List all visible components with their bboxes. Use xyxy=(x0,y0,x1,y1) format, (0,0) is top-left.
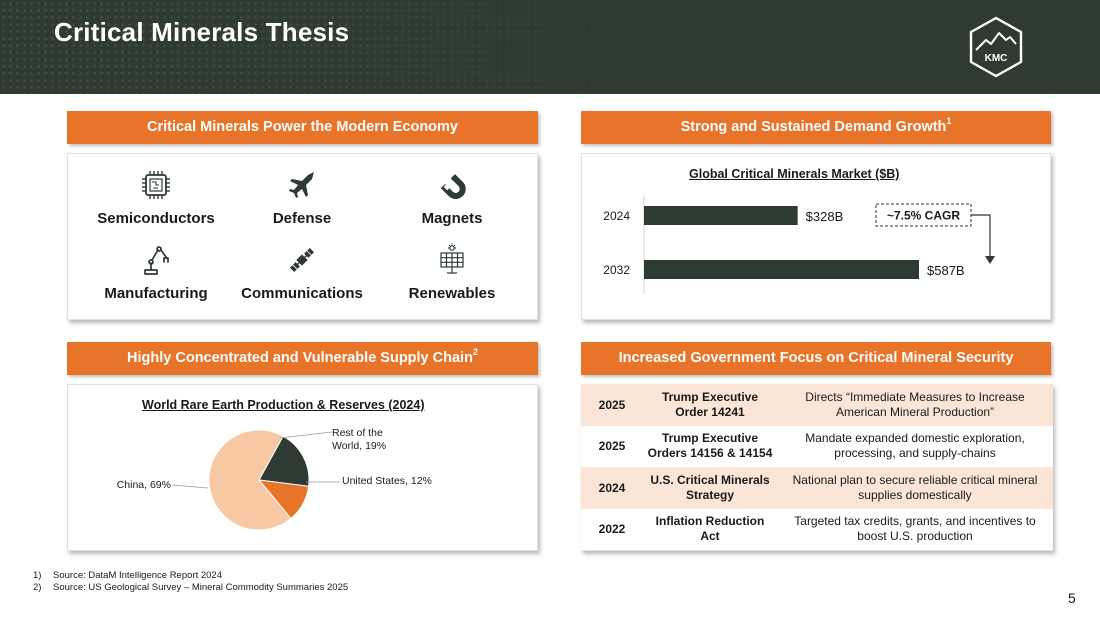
fighter-jet-icon xyxy=(289,172,314,198)
table-row: 2024 U.S. Critical Minerals Strategy Nat… xyxy=(581,467,1053,509)
economy-item-label: Communications xyxy=(241,285,363,302)
table-row: 2025 Trump Executive Orders 14156 & 1415… xyxy=(581,425,1053,467)
economy-item-label: Manufacturing xyxy=(104,285,208,302)
bar-data-label: $587B xyxy=(927,263,965,278)
government-table: 2025 Trump Executive Order 14241 Directs… xyxy=(581,384,1053,550)
row-description: Directs “Immediate Measures to Increase … xyxy=(805,389,1025,419)
magnet-icon xyxy=(440,174,466,199)
economy-item-label: Semiconductors xyxy=(97,210,215,227)
supply-banner-footnote: 2 xyxy=(472,347,478,358)
kmc-logo: KMC xyxy=(969,16,1023,78)
table-row: 2022 Inflation Reduction Act Targeted ta… xyxy=(581,508,1053,550)
economy-item-defense: Defense xyxy=(232,168,372,227)
row-description: Targeted tax credits, grants, and incent… xyxy=(794,514,1036,544)
economy-item-label: Renewables xyxy=(408,285,496,302)
robotic-arm-icon xyxy=(144,246,169,275)
row-name: Inflation Reduction Act xyxy=(655,514,765,544)
leader-line xyxy=(279,431,333,439)
economy-item-label: Defense xyxy=(272,210,332,227)
solar-panel-icon xyxy=(440,243,464,274)
footnote-text: Source: DataM Intelligence Report 2024 xyxy=(53,570,222,581)
pie-slice-china xyxy=(208,429,292,531)
market-chart-title: Global Critical Minerals Market ($B) xyxy=(689,167,900,181)
table-row: 2025 Trump Executive Order 14241 Directs… xyxy=(581,384,1053,426)
row-name: U.S. Critical Minerals Strategy xyxy=(650,472,770,502)
row-year: 2025 xyxy=(598,439,626,454)
supply-banner: Highly Concentrated and Vulnerable Suppl… xyxy=(67,342,538,375)
page-number: 5 xyxy=(1068,590,1076,606)
demand-panel xyxy=(581,153,1051,320)
header-bar xyxy=(0,0,1100,94)
economy-item-manufacturing: Manufacturing xyxy=(86,243,226,302)
footnote-text: Source: US Geological Survey – Mineral C… xyxy=(53,582,349,593)
bar-data-label: $328B xyxy=(806,209,844,224)
demand-banner: Strong and Sustained Demand Growth1 xyxy=(581,111,1051,144)
rare-earth-chart-title: World Rare Earth Production & Reserves (… xyxy=(142,398,425,412)
government-panel xyxy=(581,384,1053,551)
footnote-number: 2) xyxy=(33,582,42,593)
economy-item-magnets: Magnets xyxy=(382,168,522,227)
microchip-icon xyxy=(142,171,170,199)
row-name: Trump Executive Orders 14156 & 14154 xyxy=(647,431,773,461)
cagr-label: ~7.5% CAGR xyxy=(887,209,960,223)
row-description: Mandate expanded domestic exploration, p… xyxy=(805,431,1025,461)
satellite-icon xyxy=(289,247,315,273)
page-title: Critical Minerals Thesis xyxy=(54,17,350,47)
pie-label-united-states: United States, 12% xyxy=(342,475,432,487)
row-year: 2025 xyxy=(598,397,626,412)
logo-text: KMC xyxy=(985,53,1008,64)
footnote-number: 1) xyxy=(33,570,42,581)
footnote-2: 2) Source: US Geological Survey – Mineral… xyxy=(33,582,348,593)
row-year: 2024 xyxy=(598,480,626,495)
row-name: Trump Executive Order 14241 xyxy=(661,389,759,419)
economy-item-semiconductors: Semiconductors xyxy=(86,168,226,227)
rare-earth-pie-chart: Rest of the World, 19% United States, 12%… xyxy=(117,427,432,531)
demand-banner-footnote: 1 xyxy=(946,116,952,127)
footnote-1: 1) Source: DataM Intelligence Report 2024 xyxy=(33,570,222,581)
bar-category-label: 2024 xyxy=(603,209,630,223)
demand-banner-text: Strong and Sustained Demand Growth xyxy=(680,119,947,135)
government-banner: Increased Government Focus on Critical M… xyxy=(581,342,1051,375)
bar-category-label: 2032 xyxy=(603,263,630,277)
economy-banner-text: Critical Minerals Power the Modern Econo… xyxy=(146,119,458,135)
market-bar-chart: 2024 2032 $328B $587B ~7.5% CAGR xyxy=(603,196,995,294)
cagr-arrowhead xyxy=(985,256,995,264)
economy-item-communications: Communications xyxy=(232,243,372,302)
bar-2024 xyxy=(644,206,798,225)
economy-item-label: Magnets xyxy=(421,210,483,227)
bar-2032 xyxy=(644,260,919,279)
pie-label-china: China, 69% xyxy=(117,479,171,491)
economy-banner: Critical Minerals Power the Modern Econo… xyxy=(67,111,538,144)
row-description: National plan to secure reliable critica… xyxy=(792,472,1038,502)
cagr-arrow xyxy=(971,214,991,258)
row-year: 2022 xyxy=(598,522,626,537)
government-banner-text: Increased Government Focus on Critical M… xyxy=(618,350,1014,366)
pie-label-rest-of-world: Rest of the World, 19% xyxy=(332,427,386,452)
supply-banner-text: Highly Concentrated and Vulnerable Suppl… xyxy=(127,350,473,366)
leader-line xyxy=(171,484,209,489)
economy-item-renewables: Renewables xyxy=(382,243,522,302)
